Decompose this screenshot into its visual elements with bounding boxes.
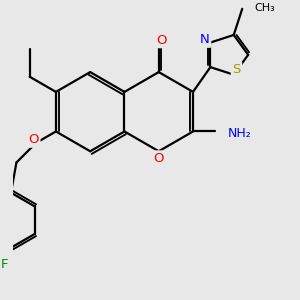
Text: O: O	[28, 133, 39, 146]
Text: CH₃: CH₃	[254, 3, 275, 13]
Text: O: O	[154, 152, 164, 165]
Text: S: S	[232, 63, 241, 76]
Text: NH₂: NH₂	[228, 127, 251, 140]
Text: N: N	[200, 33, 210, 46]
Text: F: F	[1, 258, 8, 271]
Text: O: O	[156, 34, 167, 47]
